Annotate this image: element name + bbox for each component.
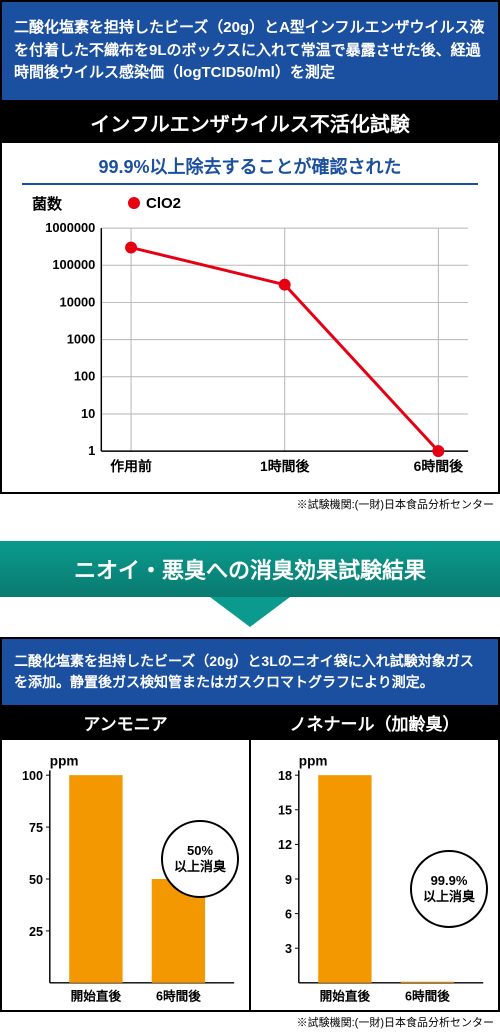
svg-text:15: 15 — [278, 803, 292, 817]
virus-chart-box: インフルエンザウイルス不活化試験 99.9%以上除去することが確認された 菌数 … — [0, 100, 500, 494]
svg-text:25: 25 — [29, 924, 43, 938]
svg-text:6: 6 — [285, 907, 292, 921]
intro-text-2: 二酸化塩素を担持したビーズ（20g）と3Lのニオイ袋に入れ試験対象ガスを添加。静… — [14, 651, 486, 693]
line-chart-plot: 1 10 100 1000 10000 100000 1000000 作用前 1時間後 6時間後 — [22, 222, 478, 482]
svg-text:1000: 1000 — [67, 331, 96, 346]
bar-panel: アンモニア ppm 25 50 75 100 開始直後 6時間後 50%以上消臭 — [2, 705, 251, 1010]
down-arrow-icon — [210, 597, 290, 627]
intro-box-2: 二酸化塩素を担持したビーズ（20g）と3Lのニオイ袋に入れ試験対象ガスを添加。静… — [0, 637, 500, 705]
svg-text:100: 100 — [22, 769, 43, 783]
svg-text:3: 3 — [285, 942, 292, 956]
svg-text:6時間後: 6時間後 — [405, 988, 450, 1003]
svg-text:75: 75 — [29, 820, 43, 834]
svg-text:1時間後: 1時間後 — [260, 457, 310, 473]
bar-panel: ノネナール（加齢臭） ppm 3 6 9 12 15 18 開始直後 6時間後 99.9%以上消臭 — [251, 705, 498, 1010]
svg-text:10: 10 — [81, 405, 95, 420]
intro-text-1: 二酸化塩素を担持したビーズ（20g）とA型インフルエンザウイルス液を付着した不織… — [14, 17, 486, 85]
bar-plot: ppm 25 50 75 100 開始直後 6時間後 50%以上消臭 — [2, 740, 249, 1010]
chart2-note: ※試験機関:(一財)日本食品分析センター — [0, 1012, 500, 1034]
svg-text:6時間後: 6時間後 — [156, 988, 201, 1003]
intro-box-1: 二酸化塩素を担持したビーズ（20g）とA型インフルエンザウイルス液を付着した不織… — [0, 0, 500, 100]
svg-text:10000: 10000 — [60, 294, 96, 309]
svg-text:作用前: 作用前 — [110, 457, 152, 473]
svg-text:ppm: ppm — [50, 753, 79, 768]
bar-title: ノネナール（加齢臭） — [251, 705, 498, 740]
svg-text:開始直後: 開始直後 — [320, 988, 371, 1003]
legend-dot-icon — [128, 197, 140, 209]
result-badge: 50%以上消臭 — [161, 820, 239, 898]
bar-charts-row: アンモニアppm255075100開始直後6時間後50%以上消臭ノネナール（加齢… — [0, 705, 500, 1012]
svg-text:12: 12 — [278, 838, 292, 852]
bar-title: アンモニア — [2, 705, 249, 740]
svg-text:1000000: 1000000 — [45, 222, 95, 235]
svg-text:50: 50 — [29, 872, 43, 886]
chart1-note: ※試験機関:(一財)日本食品分析センター — [0, 494, 500, 516]
chart1-subtitle: 99.9%以上除去することが確認された — [22, 143, 478, 185]
svg-text:1: 1 — [88, 443, 95, 458]
legend-text: ClO2 — [146, 195, 181, 212]
svg-text:18: 18 — [278, 769, 292, 783]
svg-text:開始直後: 開始直後 — [71, 988, 122, 1003]
svg-text:ppm: ppm — [299, 753, 328, 768]
y-axis-label: 菌数 — [32, 193, 62, 214]
chart1-legend: 菌数 ClO2 — [2, 185, 498, 222]
section-heading-odor: ニオイ・悪臭への消臭効果試験結果 — [0, 541, 500, 597]
svg-text:9: 9 — [285, 872, 292, 886]
bar-plot: ppm 3 6 9 12 15 18 開始直後 6時間後 99.9%以上消臭 — [251, 740, 498, 1010]
svg-text:100000: 100000 — [52, 257, 95, 272]
svg-text:6時間後: 6時間後 — [414, 457, 464, 473]
result-badge: 99.9%以上消臭 — [410, 850, 488, 928]
svg-text:100: 100 — [74, 368, 95, 383]
chart1-title: インフルエンザウイルス不活化試験 — [2, 102, 498, 143]
